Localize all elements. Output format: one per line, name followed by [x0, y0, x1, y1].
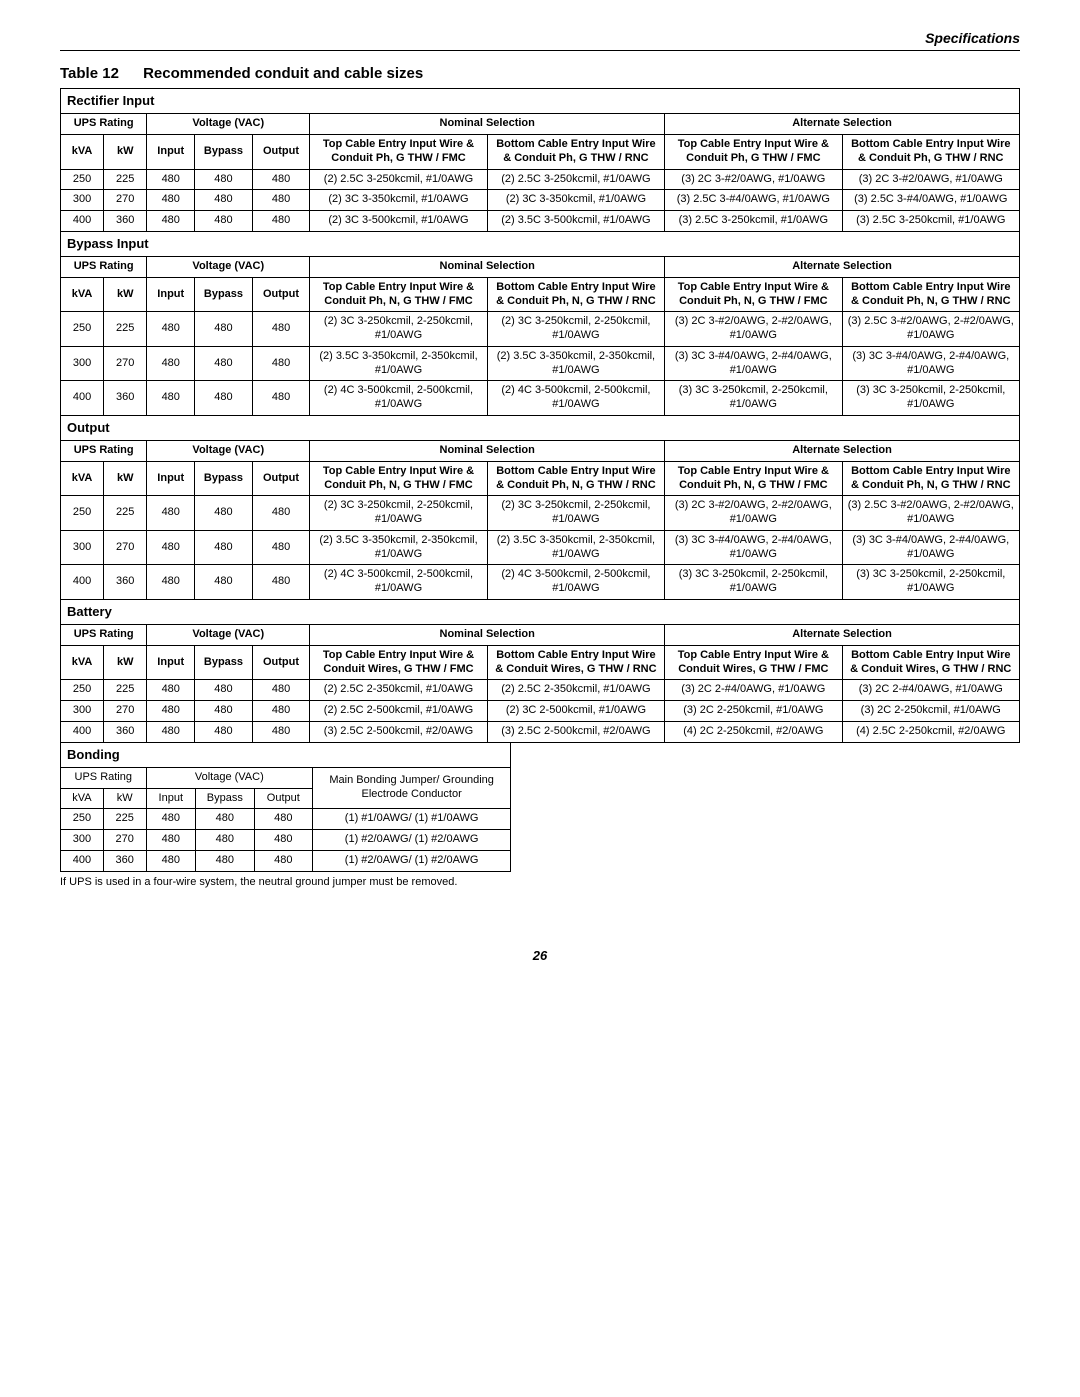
table-row: 300270480480480(2) 3C 3-350kcmil, #1/0AW… — [61, 190, 1020, 211]
table-row: 400360480480480(2) 4C 3-500kcmil, 2-500k… — [61, 565, 1020, 600]
nominal-hdr: Nominal Selection — [310, 114, 665, 135]
alternate-hdr: Alternate Selection — [665, 257, 1020, 278]
ups-rating-hdr: UPS Rating — [61, 114, 147, 135]
footnote: If UPS is used in a four-wire system, th… — [60, 876, 1020, 888]
main-table: Rectifier Input UPS Rating Voltage (VAC)… — [60, 88, 1020, 743]
table-row: 300270480480480(2) 3.5C 3-350kcmil, 2-35… — [61, 346, 1020, 381]
table-row: 250225480480480(1) #1/0AWG/ (1) #1/0AWG — [61, 809, 511, 830]
table-row: 300270480480480(2) 2.5C 2-500kcmil, #1/0… — [61, 701, 1020, 722]
table-row: 250225480480480(2) 3C 3-250kcmil, 2-250k… — [61, 312, 1020, 347]
table-row: 250225480480480(2) 3C 3-250kcmil, 2-250k… — [61, 496, 1020, 531]
voltage-hdr: Voltage (VAC) — [147, 114, 310, 135]
table-title: Table 12 Recommended conduit and cable s… — [60, 65, 1020, 82]
section-output: Output — [61, 415, 1020, 440]
table-row: 400360480480480(3) 2.5C 2-500kcmil, #2/0… — [61, 721, 1020, 742]
table-row: 400360480480480(1) #2/0AWG/ (1) #2/0AWG — [61, 850, 511, 871]
table-row: 250225480480480(2) 2.5C 2-350kcmil, #1/0… — [61, 680, 1020, 701]
table-row: 300270480480480(2) 3.5C 3-350kcmil, 2-35… — [61, 530, 1020, 565]
section-bonding: Bonding — [61, 743, 511, 768]
alternate-hdr: Alternate Selection — [665, 114, 1020, 135]
table-row: 300270480480480(1) #2/0AWG/ (1) #2/0AWG — [61, 830, 511, 851]
section-rectifier: Rectifier Input — [61, 89, 1020, 114]
nominal-hdr: Nominal Selection — [310, 257, 665, 278]
bonding-table: Bonding UPS Rating Voltage (VAC) Main Bo… — [60, 743, 511, 872]
page-header: Specifications — [60, 30, 1020, 51]
section-bypass: Bypass Input — [61, 231, 1020, 256]
section-battery: Battery — [61, 599, 1020, 624]
table-number: Table 12 — [60, 65, 119, 82]
table-row: 400360480480480(2) 4C 3-500kcmil, 2-500k… — [61, 381, 1020, 416]
table-row: 400360480480480(2) 3C 3-500kcmil, #1/0AW… — [61, 211, 1020, 232]
table-row: 250225480480480(2) 2.5C 3-250kcmil, #1/0… — [61, 169, 1020, 190]
table-caption: Recommended conduit and cable sizes — [143, 65, 423, 82]
voltage-hdr: Voltage (VAC) — [147, 257, 310, 278]
ups-rating-hdr: UPS Rating — [61, 257, 147, 278]
page-number: 26 — [60, 948, 1020, 963]
